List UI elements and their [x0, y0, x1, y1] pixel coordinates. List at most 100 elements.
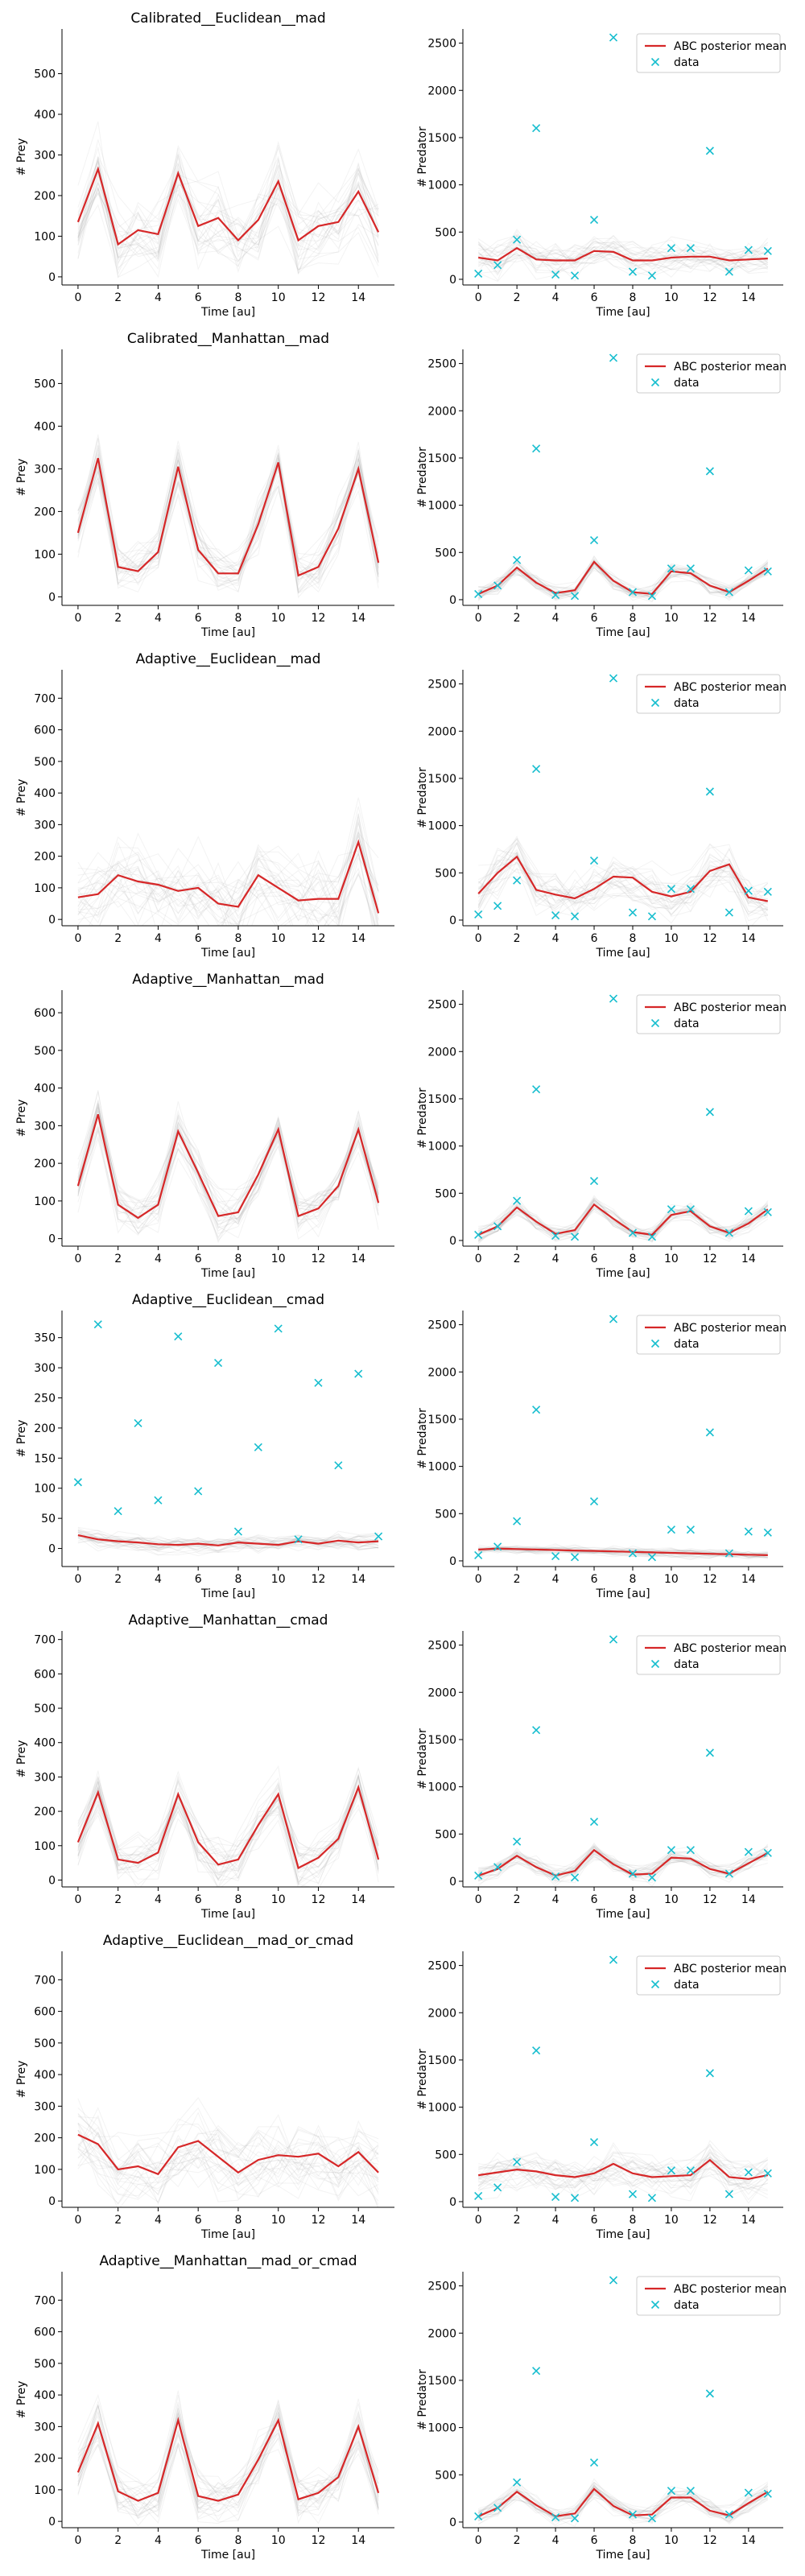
- x-tick-label: 8: [630, 2214, 637, 2227]
- x-tick-label: 4: [552, 1253, 559, 1265]
- y-tick-label: 2000: [427, 2007, 456, 2020]
- posterior-mean-line: [477, 1203, 769, 1236]
- x-tick-label: 14: [741, 612, 756, 625]
- y-axis-label: # Predator: [416, 2049, 429, 2110]
- legend-label: ABC posterior mean: [674, 2283, 786, 2296]
- posterior-trajectory: [77, 1531, 379, 1552]
- data-point-marker: [493, 261, 502, 270]
- posterior-trajectory: [477, 849, 769, 910]
- panel-title: Adaptive__Euclidean__mad: [136, 651, 321, 667]
- x-tick-label: 10: [664, 2534, 679, 2547]
- data-point-marker: [474, 2512, 483, 2520]
- posterior-trajectory: [477, 1196, 769, 1237]
- posterior-trajectory: [478, 1845, 768, 1878]
- posterior-trajectory: [77, 2107, 379, 2174]
- x-tick-label: 8: [630, 1893, 637, 1906]
- x-tick-label: 10: [271, 2534, 286, 2547]
- y-tick-label: 200: [34, 1422, 56, 1435]
- posterior-trajectory: [478, 1547, 768, 1559]
- posterior-trajectory: [77, 452, 379, 562]
- posterior-trajectory: [77, 1780, 379, 1872]
- posterior-trajectory: [77, 155, 379, 266]
- x-tick-label: 0: [74, 932, 81, 945]
- y-tick-label: 400: [34, 2389, 56, 2402]
- x-tick-label: 12: [703, 612, 717, 625]
- x-tick-label: 14: [741, 2534, 756, 2547]
- data-point-marker: [686, 2166, 695, 2175]
- legend: ABC posterior mean data: [636, 994, 786, 1034]
- y-tick-label: 700: [34, 692, 56, 705]
- posterior-trajectory: [77, 2417, 379, 2519]
- posterior-trajectory: [77, 1107, 379, 1223]
- posterior-trajectory: [478, 2161, 769, 2193]
- x-tick-label: 10: [271, 612, 286, 625]
- chart-panel: 0 2 4 6 8 10 12 14 0 500 1000 1500 2000 2500 Time [au]…: [416, 2272, 786, 2562]
- posterior-trajectory: [477, 858, 769, 901]
- chart-panel: 0 2 4 6 8 10 12 14 0 500 1000 1500 2000 2500 Time [au]…: [416, 1631, 786, 1921]
- x-tick-label: 10: [271, 291, 286, 304]
- y-tick-label: 200: [34, 506, 56, 518]
- legend-box: [636, 674, 781, 714]
- posterior-trajectory: [77, 1090, 379, 1216]
- posterior-trajectory: [477, 562, 768, 599]
- x-tick-label: 8: [234, 612, 242, 625]
- data-point-marker: [570, 1553, 580, 1562]
- x-axis-label: Time [au]: [200, 306, 255, 319]
- data-point-marker: [474, 1550, 483, 1559]
- posterior-trajectory: [77, 836, 379, 901]
- y-tick-label: 0: [449, 2196, 456, 2209]
- y-tick-label: 200: [34, 2453, 56, 2466]
- posterior-trajectory: [77, 2429, 379, 2524]
- posterior-trajectory: [478, 244, 768, 270]
- posterior-trajectory: [477, 561, 769, 599]
- y-tick-label: 500: [435, 2469, 456, 2482]
- data-point-marker: [474, 589, 483, 598]
- data-point-marker: [513, 2478, 522, 2487]
- posterior-trajectory: [478, 1549, 768, 1556]
- data-point-marker: [724, 1228, 733, 1237]
- data-point-marker: [647, 912, 657, 921]
- x-tick-label: 8: [234, 291, 242, 304]
- x-tick-label: 12: [703, 2534, 717, 2547]
- trajectory-group: [77, 2390, 379, 2527]
- trajectory-group: [477, 1195, 769, 1245]
- data-point-marker: [763, 246, 772, 255]
- data-point-marker: [570, 2514, 580, 2523]
- x-tick-label: 8: [630, 1253, 637, 1265]
- trajectory-group: [77, 1765, 379, 1887]
- x-tick-label: 6: [591, 1253, 598, 1265]
- posterior-trajectory: [478, 559, 769, 595]
- y-axis-label: # Prey: [15, 459, 28, 497]
- data-point-marker: [334, 1461, 343, 1470]
- posterior-trajectory: [477, 2485, 769, 2523]
- y-tick-label: 100: [34, 1195, 56, 1208]
- trajectory-group: [477, 555, 769, 603]
- posterior-trajectory: [77, 452, 379, 592]
- posterior-trajectory: [77, 2411, 379, 2516]
- legend-marker-swatch: [650, 2300, 660, 2310]
- posterior-trajectory: [77, 841, 378, 926]
- data-point-marker: [493, 1863, 502, 1872]
- y-tick-label: 500: [435, 226, 456, 239]
- posterior-trajectory: [477, 242, 769, 276]
- posterior-trajectory: [77, 2115, 379, 2179]
- data-point-marker: [551, 2193, 560, 2202]
- posterior-mean-line: [477, 1848, 769, 1877]
- y-tick-label: 700: [34, 1634, 56, 1647]
- posterior-trajectory: [77, 1534, 379, 1549]
- posterior-trajectory: [477, 1853, 768, 1885]
- panel-title: Calibrated__Manhattan__mad: [127, 331, 329, 347]
- posterior-trajectory: [77, 448, 379, 599]
- x-tick-label: 2: [514, 2214, 521, 2227]
- posterior-trajectory: [77, 154, 379, 279]
- posterior-trajectory: [477, 234, 768, 270]
- posterior-trajectory: [77, 1530, 379, 1546]
- posterior-trajectory: [77, 168, 379, 275]
- posterior-trajectory: [478, 1201, 769, 1238]
- posterior-trajectory: [477, 237, 768, 272]
- posterior-trajectory: [77, 2124, 379, 2204]
- posterior-trajectory: [478, 245, 768, 283]
- data-point-marker: [667, 1846, 676, 1855]
- y-tick-label: 500: [34, 756, 56, 769]
